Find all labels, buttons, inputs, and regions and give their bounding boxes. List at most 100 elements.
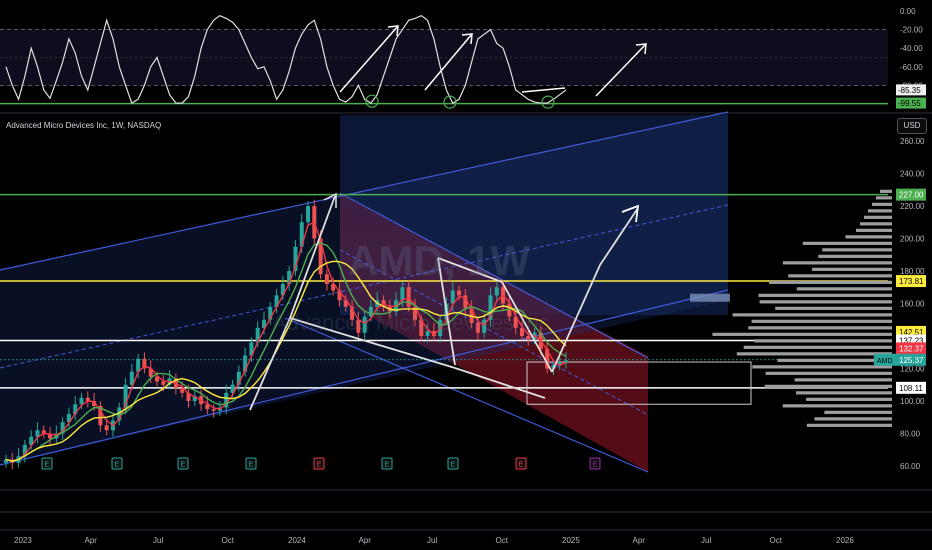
candle-body <box>526 336 531 340</box>
candle-body <box>123 384 128 408</box>
candle-body <box>249 342 254 356</box>
candle-body <box>494 287 499 296</box>
price-tag-text: 132.37 <box>899 344 924 353</box>
arrow-head <box>635 43 647 55</box>
candle-body <box>73 404 78 414</box>
price-tag-bg <box>896 353 926 366</box>
desc-channel-upper <box>339 192 649 359</box>
earnings-marker-text: E <box>317 462 322 469</box>
candle-body <box>48 433 53 439</box>
demand-zone-box <box>526 361 752 405</box>
currency-button[interactable]: USD <box>897 118 927 134</box>
volume-profile-bar <box>769 280 892 284</box>
oscillator-level-tag-bg <box>896 97 926 109</box>
oscillator-tick-label: -20.00 <box>900 26 923 35</box>
oscillator-circle <box>365 94 379 108</box>
annotation-stroke <box>437 257 456 366</box>
candle-body <box>236 371 241 385</box>
candle-body <box>362 316 367 333</box>
candle-body <box>419 319 424 336</box>
candle-body <box>507 303 512 317</box>
earnings-marker-text: E <box>115 462 120 469</box>
volume-profile-bar <box>748 326 892 330</box>
price-tag-text: 173.81 <box>899 277 924 286</box>
price-label-tag: AMD 125.37 <box>874 353 926 366</box>
candle-body <box>280 284 285 296</box>
desc-channel-mid <box>339 249 649 416</box>
volume-profile-bar <box>806 397 892 401</box>
price-tick-label: 240.00 <box>900 170 925 179</box>
earnings-marker-box <box>245 457 257 470</box>
price-tag-text: 108.11 <box>899 384 923 393</box>
watermark-name: Advanced Micro Devices Inc <box>272 310 550 335</box>
price-tick-label: 120.00 <box>900 365 925 374</box>
oscillator-tick-label: 0.00 <box>900 7 916 16</box>
price-tag-bg <box>896 188 926 201</box>
symbol-tag-bg <box>874 353 896 366</box>
price-tick-label: 180.00 <box>900 267 925 276</box>
earnings-marker-text: E <box>385 462 390 469</box>
oscillator-band <box>0 29 888 86</box>
volume-profile-bar <box>759 300 892 304</box>
candle-body <box>318 238 323 275</box>
desc-channel-lower <box>284 317 649 473</box>
candle-body <box>98 405 103 426</box>
volume-profile-bar <box>752 365 892 369</box>
watermark-symbol: AMD, 1W <box>348 237 530 284</box>
earnings-marker: E <box>245 457 257 470</box>
candle-body <box>192 396 197 401</box>
candle-body <box>104 425 109 431</box>
oscillator-line <box>5 15 567 104</box>
price-tick-label: 220.00 <box>900 202 925 211</box>
price-tick-label: 80.00 <box>900 430 921 439</box>
time-tick-label: Jul <box>153 536 163 545</box>
oscillator-current-tag: -85.35 <box>896 84 926 96</box>
candle-body <box>186 392 191 401</box>
earnings-marker: E <box>515 457 527 470</box>
earnings-marker-text: E <box>593 462 598 469</box>
candle-body <box>117 407 122 421</box>
oscillator-arrow <box>424 33 473 91</box>
oscillator-arrow <box>521 87 566 93</box>
oscillator-pane: 0.00-20.00-40.00-60.00-80.00-85.35-99.55 <box>0 7 926 109</box>
price-tag-bg <box>896 342 926 355</box>
volume-profile-bar <box>743 345 892 349</box>
oscillator-tick-label: -40.00 <box>900 44 923 53</box>
earnings-marker: E <box>111 457 123 470</box>
earnings-marker: E <box>313 457 325 470</box>
candle-body <box>180 388 185 393</box>
candle-body <box>92 401 97 406</box>
volume-profile-bar <box>868 209 892 213</box>
candle-body <box>211 409 216 411</box>
candle-body <box>136 358 141 372</box>
candle-body <box>142 358 147 369</box>
candle-body <box>513 316 518 328</box>
candle-body <box>463 295 468 309</box>
volume-profile-bar <box>788 274 892 278</box>
symbol-tag-text: AMD <box>877 358 893 365</box>
channel-lower-line <box>0 289 729 466</box>
earnings-marker-box <box>589 457 601 470</box>
earnings-marker-text: E <box>519 462 524 469</box>
time-tick-label: Apr <box>633 536 646 545</box>
earnings-marker-text: E <box>249 462 254 469</box>
earnings-marker-box <box>381 457 393 470</box>
volume-profile-bar <box>751 319 892 323</box>
volume-profile-bar <box>775 306 892 310</box>
earnings-marker-box <box>447 457 459 470</box>
candle-body <box>79 397 84 405</box>
candle-body <box>337 290 342 301</box>
candle-body <box>545 349 550 369</box>
volume-profile-bar <box>845 235 892 239</box>
volume-profile-bar <box>764 384 892 388</box>
time-tick-label: 2025 <box>562 536 580 545</box>
price-tick-label: 60.00 <box>900 462 921 471</box>
volume-profile <box>690 189 892 427</box>
time-tick-label: Jul <box>427 536 437 545</box>
volume-profile-bar <box>802 241 892 245</box>
channel-upper-line <box>0 111 729 271</box>
candle-body <box>41 430 46 434</box>
price-pane: AMD, 1W Advanced Micro Devices Inc <box>0 111 892 473</box>
volume-profile-bar <box>812 267 892 271</box>
candle-body <box>261 319 266 328</box>
